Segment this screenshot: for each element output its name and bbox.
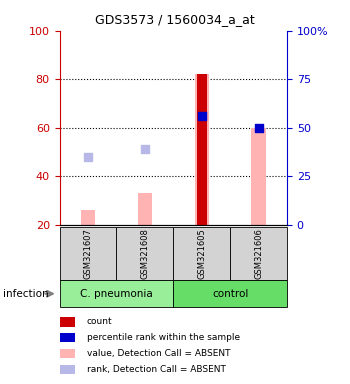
Bar bbox=[60, 349, 75, 358]
Bar bbox=[60, 227, 116, 280]
Bar bbox=[60, 317, 75, 326]
Bar bbox=[60, 333, 75, 342]
Text: GSM321608: GSM321608 bbox=[140, 228, 149, 279]
Point bbox=[256, 125, 261, 131]
Bar bbox=[197, 74, 207, 225]
Text: rank, Detection Call = ABSENT: rank, Detection Call = ABSENT bbox=[87, 365, 226, 374]
Point bbox=[142, 146, 148, 152]
Bar bbox=[195, 74, 209, 225]
Text: value, Detection Call = ABSENT: value, Detection Call = ABSENT bbox=[87, 349, 230, 358]
Bar bbox=[60, 365, 75, 374]
Bar bbox=[138, 193, 152, 225]
Bar bbox=[81, 210, 95, 225]
Text: GSM321605: GSM321605 bbox=[197, 228, 206, 279]
Text: GSM321606: GSM321606 bbox=[254, 228, 263, 279]
Bar bbox=[60, 280, 173, 307]
Text: GSM321607: GSM321607 bbox=[83, 228, 92, 279]
Bar bbox=[116, 227, 173, 280]
Point bbox=[199, 113, 204, 119]
Text: infection: infection bbox=[4, 289, 49, 299]
Bar bbox=[251, 128, 266, 225]
Text: control: control bbox=[212, 289, 248, 299]
Text: GDS3573 / 1560034_a_at: GDS3573 / 1560034_a_at bbox=[95, 13, 255, 26]
Point bbox=[85, 154, 91, 160]
Text: C. pneumonia: C. pneumonia bbox=[80, 289, 153, 299]
Text: percentile rank within the sample: percentile rank within the sample bbox=[87, 333, 240, 342]
Bar bbox=[173, 227, 230, 280]
Bar bbox=[173, 280, 287, 307]
Text: count: count bbox=[87, 318, 112, 326]
Bar bbox=[230, 227, 287, 280]
